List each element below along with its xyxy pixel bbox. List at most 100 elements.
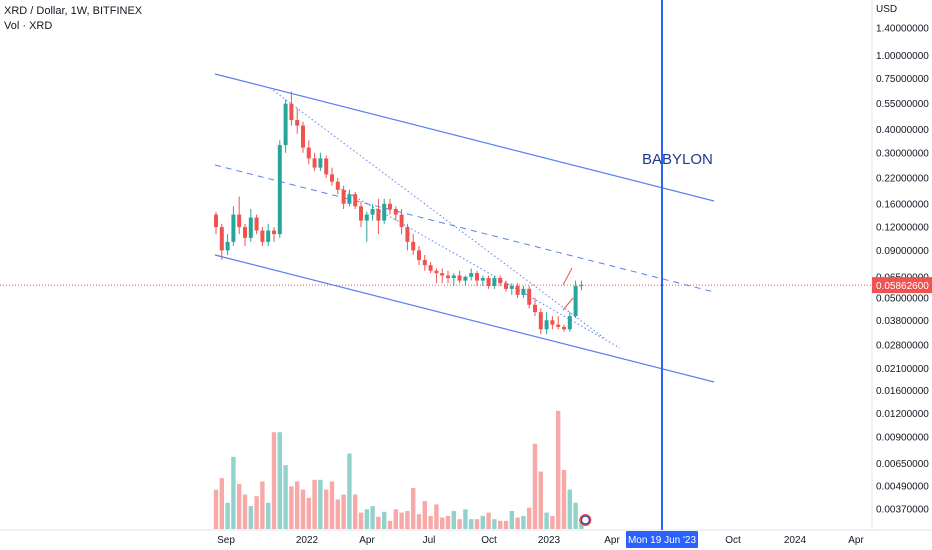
candle-body[interactable]: [405, 227, 410, 242]
volume-bar: [335, 499, 340, 529]
y-tick-label: 0.09000000: [876, 246, 929, 257]
candle-body[interactable]: [544, 320, 549, 330]
candle-body[interactable]: [219, 227, 224, 251]
candle-body[interactable]: [556, 324, 561, 327]
channel-upper-line[interactable]: [214, 73, 715, 202]
candle-body[interactable]: [562, 326, 566, 330]
red-projection-line-1[interactable]: [562, 267, 573, 286]
candle-body[interactable]: [330, 174, 334, 182]
volume-bar: [213, 489, 219, 529]
volume-bar: [289, 486, 294, 529]
volume-bar: [457, 519, 462, 529]
babylon-annotation[interactable]: BABYLON: [642, 151, 713, 168]
trendlines[interactable]: [214, 73, 715, 383]
candle-body[interactable]: [301, 125, 305, 148]
candle-body[interactable]: [527, 288, 532, 305]
candle-body[interactable]: [347, 194, 352, 204]
price-axis[interactable]: USD 1.40000000 1.00000000 0.75000000 0.55000…: [872, 4, 932, 516]
chart-overlay: BABYLON: [0, 0, 872, 530]
dotted-trendline-1[interactable]: [269, 87, 605, 339]
candle-body[interactable]: [370, 208, 375, 215]
candle-body[interactable]: [417, 250, 421, 260]
candle-body[interactable]: [359, 206, 363, 221]
time-axis[interactable]: Sep 2022 Apr Jul Oct 2023 Apr Oct 2024 Apr Mon 19 …: [217, 531, 864, 548]
candle-body[interactable]: [538, 312, 543, 330]
candle-body[interactable]: [254, 217, 259, 231]
volume-bar: [242, 494, 248, 529]
candle-body[interactable]: [509, 285, 514, 289]
candle-body[interactable]: [492, 278, 497, 286]
candle-body[interactable]: [277, 145, 282, 235]
candle-body[interactable]: [446, 275, 450, 279]
channel-lower-line[interactable]: [214, 254, 715, 383]
candle-body[interactable]: [335, 181, 340, 190]
candle-body[interactable]: [399, 214, 404, 228]
candle-body[interactable]: [353, 194, 358, 207]
red-projection-line-2[interactable]: [562, 297, 574, 311]
candle-body[interactable]: [463, 276, 468, 281]
candle-body[interactable]: [451, 275, 456, 279]
volume-bar: [434, 504, 439, 529]
y-tick-label: 0.22000000: [876, 173, 929, 184]
candle-body[interactable]: [318, 158, 323, 168]
candle-body[interactable]: [376, 208, 381, 221]
candle-body[interactable]: [422, 259, 427, 266]
candle-body[interactable]: [214, 214, 218, 228]
candle-body[interactable]: [382, 203, 387, 221]
candle-body[interactable]: [411, 241, 416, 251]
candle-body[interactable]: [295, 119, 300, 126]
candle-body[interactable]: [237, 214, 242, 228]
candle-body[interactable]: [341, 189, 346, 204]
candle-body[interactable]: [283, 103, 288, 146]
volume-bar: [387, 520, 393, 529]
volume-bar: [498, 520, 503, 529]
candle-body[interactable]: [260, 230, 265, 242]
volume-bar: [567, 489, 572, 529]
candle-body[interactable]: [272, 230, 276, 235]
volume-bar: [440, 517, 445, 529]
candle-body[interactable]: [289, 103, 294, 120]
y-tick-label: 0.00900000: [876, 432, 929, 443]
volume-bar: [312, 479, 317, 529]
volume-bars: [213, 410, 584, 529]
candle-body[interactable]: [243, 227, 247, 238]
candle-body[interactable]: [266, 230, 271, 242]
channel-midline[interactable]: [214, 164, 715, 293]
candle-body[interactable]: [521, 288, 526, 295]
volume-bar: [364, 509, 369, 529]
volume-bar: [573, 502, 578, 529]
candle-body[interactable]: [469, 273, 474, 277]
candle-body[interactable]: [364, 214, 369, 221]
candle-body[interactable]: [324, 158, 329, 175]
candle-body[interactable]: [486, 278, 491, 286]
candle-body[interactable]: [550, 320, 555, 325]
candle-body[interactable]: [567, 316, 572, 330]
candle-body[interactable]: [225, 241, 230, 251]
volume-bar: [492, 519, 497, 529]
candle-body[interactable]: [480, 278, 485, 281]
candle-body[interactable]: [434, 270, 439, 274]
volume-bar: [532, 443, 538, 529]
candle-body[interactable]: [440, 273, 445, 276]
candle-body[interactable]: [457, 275, 462, 281]
y-tick-label: 0.00370000: [876, 505, 929, 516]
candle-body[interactable]: [579, 285, 584, 287]
volume-bar: [219, 478, 224, 529]
candle-body[interactable]: [393, 208, 398, 215]
candle-body[interactable]: [428, 265, 433, 271]
candle-body[interactable]: [306, 147, 311, 159]
candle-body[interactable]: [533, 304, 537, 313]
candle-body[interactable]: [388, 203, 392, 209]
candle-body[interactable]: [312, 158, 317, 168]
candle-body[interactable]: [231, 214, 236, 242]
candle-body[interactable]: [248, 217, 253, 238]
volume-bar: [283, 465, 288, 529]
candle-body[interactable]: [498, 278, 503, 284]
candle-body[interactable]: [515, 285, 520, 295]
candle-body[interactable]: [504, 283, 508, 289]
candle-body[interactable]: [475, 273, 479, 281]
candle-body[interactable]: [573, 285, 578, 317]
crosshair-date-badge[interactable]: [626, 531, 698, 548]
candles[interactable]: [214, 91, 584, 335]
